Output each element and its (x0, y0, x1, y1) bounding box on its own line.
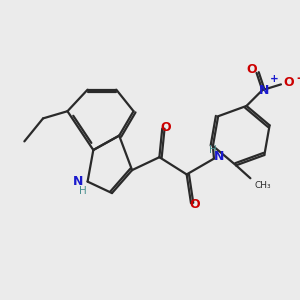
Text: N: N (214, 150, 224, 164)
Text: -: - (296, 72, 300, 85)
Text: N: N (259, 84, 269, 97)
Text: O: O (160, 121, 171, 134)
Text: O: O (189, 198, 200, 211)
Text: +: + (270, 74, 279, 84)
Text: H: H (209, 145, 216, 155)
Text: H: H (79, 186, 86, 196)
Text: O: O (246, 63, 257, 76)
Text: CH₃: CH₃ (255, 181, 271, 190)
Text: O: O (284, 76, 294, 88)
Text: N: N (73, 175, 84, 188)
